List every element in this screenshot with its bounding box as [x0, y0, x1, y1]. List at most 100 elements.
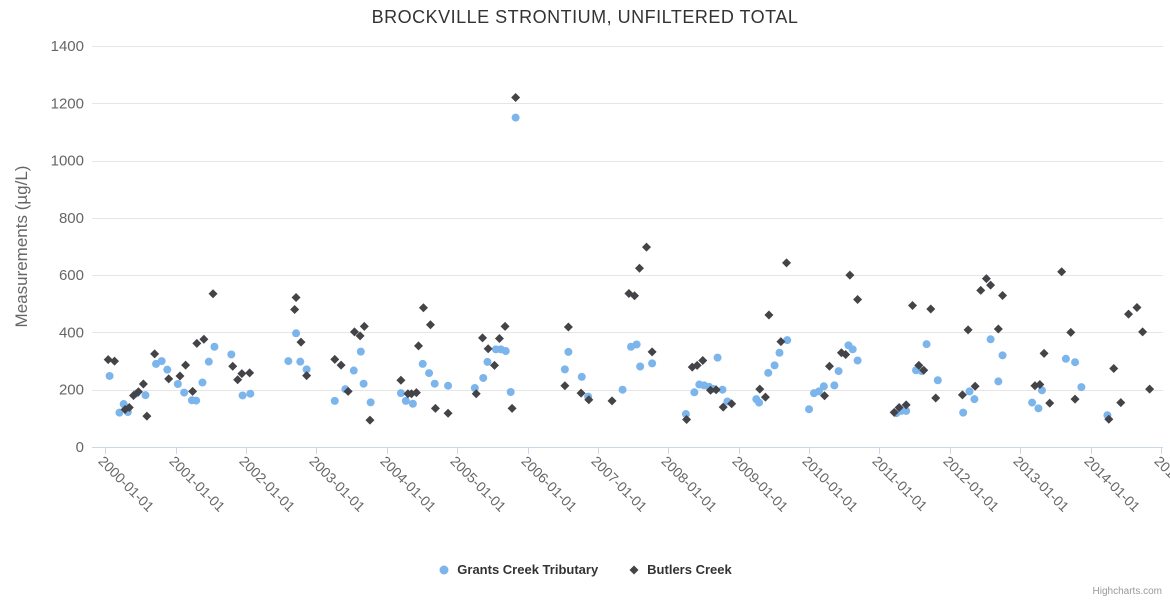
- scatter-point-butlers-creek[interactable]: [199, 334, 209, 344]
- scatter-point-butlers-creek[interactable]: [133, 387, 143, 397]
- scatter-point-grants-creek-tributary[interactable]: [1071, 358, 1080, 367]
- scatter-point-butlers-creek[interactable]: [976, 285, 986, 295]
- scatter-point-grants-creek-tributary[interactable]: [998, 351, 1007, 360]
- scatter-point-butlers-creek[interactable]: [511, 93, 521, 103]
- scatter-point-grants-creek-tributary[interactable]: [834, 367, 843, 376]
- scatter-point-butlers-creek[interactable]: [776, 337, 786, 347]
- scatter-point-butlers-creek[interactable]: [727, 399, 737, 409]
- scatter-point-grants-creek-tributary[interactable]: [511, 113, 520, 122]
- scatter-point-butlers-creek[interactable]: [919, 365, 929, 375]
- scatter-point-butlers-creek[interactable]: [181, 360, 191, 370]
- scatter-point-grants-creek-tributary[interactable]: [401, 396, 410, 405]
- scatter-point-grants-creek-tributary[interactable]: [770, 361, 779, 370]
- scatter-point-grants-creek-tributary[interactable]: [115, 408, 124, 417]
- scatter-point-butlers-creek[interactable]: [782, 258, 792, 268]
- scatter-point-grants-creek-tributary[interactable]: [618, 385, 627, 394]
- scatter-point-grants-creek-tributary[interactable]: [359, 379, 368, 388]
- scatter-point-butlers-creek[interactable]: [343, 386, 353, 396]
- scatter-point-grants-creek-tributary[interactable]: [775, 348, 784, 357]
- scatter-point-grants-creek-tributary[interactable]: [933, 376, 942, 385]
- scatter-point-grants-creek-tributary[interactable]: [105, 371, 114, 380]
- scatter-point-grants-creek-tributary[interactable]: [648, 359, 657, 368]
- scatter-point-grants-creek-tributary[interactable]: [296, 357, 305, 366]
- scatter-point-grants-creek-tributary[interactable]: [408, 399, 417, 408]
- scatter-point-grants-creek-tributary[interactable]: [814, 387, 823, 396]
- scatter-point-grants-creek-tributary[interactable]: [690, 388, 699, 397]
- scatter-point-butlers-creek[interactable]: [142, 411, 152, 421]
- scatter-point-grants-creek-tributary[interactable]: [713, 353, 722, 362]
- highcharts-credit-link[interactable]: Highcharts.com: [1092, 586, 1162, 597]
- scatter-point-butlers-creek[interactable]: [1039, 348, 1049, 358]
- scatter-point-butlers-creek[interactable]: [175, 371, 185, 381]
- scatter-point-grants-creek-tributary[interactable]: [163, 365, 172, 374]
- scatter-point-grants-creek-tributary[interactable]: [180, 388, 189, 397]
- scatter-point-grants-creek-tributary[interactable]: [718, 385, 727, 394]
- scatter-point-grants-creek-tributary[interactable]: [1028, 398, 1037, 407]
- scatter-point-butlers-creek[interactable]: [103, 355, 113, 365]
- legend-item-grants-creek-tributary[interactable]: Grants Creek Tributary: [438, 562, 598, 577]
- scatter-point-butlers-creek[interactable]: [986, 280, 996, 290]
- scatter-point-butlers-creek[interactable]: [607, 396, 617, 406]
- scatter-point-butlers-creek[interactable]: [845, 270, 855, 280]
- scatter-point-butlers-creek[interactable]: [290, 305, 300, 315]
- scatter-point-grants-creek-tributary[interactable]: [805, 405, 814, 414]
- scatter-point-butlers-creek[interactable]: [576, 388, 586, 398]
- scatter-point-butlers-creek[interactable]: [1109, 364, 1119, 374]
- scatter-point-grants-creek-tributary[interactable]: [366, 398, 375, 407]
- scatter-point-grants-creek-tributary[interactable]: [560, 365, 569, 374]
- scatter-point-grants-creek-tributary[interactable]: [483, 357, 492, 366]
- scatter-point-grants-creek-tributary[interactable]: [830, 381, 839, 390]
- scatter-point-butlers-creek[interactable]: [841, 349, 851, 359]
- scatter-point-butlers-creek[interactable]: [192, 338, 202, 348]
- scatter-point-butlers-creek[interactable]: [355, 331, 365, 341]
- scatter-point-grants-creek-tributary[interactable]: [192, 396, 201, 405]
- scatter-point-grants-creek-tributary[interactable]: [396, 389, 405, 398]
- scatter-point-butlers-creek[interactable]: [560, 381, 570, 391]
- scatter-point-butlers-creek[interactable]: [291, 292, 301, 302]
- scatter-point-butlers-creek[interactable]: [507, 403, 517, 413]
- scatter-point-grants-creek-tributary[interactable]: [902, 406, 911, 415]
- scatter-point-grants-creek-tributary[interactable]: [198, 378, 207, 387]
- scatter-point-butlers-creek[interactable]: [820, 391, 830, 401]
- scatter-point-butlers-creek[interactable]: [901, 400, 911, 410]
- scatter-point-butlers-creek[interactable]: [718, 402, 728, 412]
- scatter-point-butlers-creek[interactable]: [760, 392, 770, 402]
- scatter-point-butlers-creek[interactable]: [1057, 267, 1067, 277]
- scatter-point-butlers-creek[interactable]: [907, 301, 917, 311]
- scatter-point-butlers-creek[interactable]: [764, 310, 774, 320]
- scatter-point-butlers-creek[interactable]: [208, 289, 218, 299]
- scatter-point-butlers-creek[interactable]: [359, 321, 369, 331]
- scatter-point-butlers-creek[interactable]: [682, 415, 692, 425]
- scatter-point-butlers-creek[interactable]: [245, 368, 255, 378]
- scatter-point-butlers-creek[interactable]: [584, 395, 594, 405]
- scatter-point-grants-creek-tributary[interactable]: [425, 369, 434, 378]
- scatter-point-butlers-creek[interactable]: [228, 361, 238, 371]
- scatter-point-grants-creek-tributary[interactable]: [1034, 404, 1043, 413]
- scatter-point-butlers-creek[interactable]: [150, 349, 160, 359]
- scatter-point-butlers-creek[interactable]: [425, 320, 435, 330]
- scatter-point-grants-creek-tributary[interactable]: [210, 342, 219, 351]
- scatter-point-butlers-creek[interactable]: [692, 360, 702, 370]
- scatter-point-grants-creek-tributary[interactable]: [764, 368, 773, 377]
- scatter-point-butlers-creek[interactable]: [1132, 303, 1142, 313]
- scatter-point-grants-creek-tributary[interactable]: [238, 391, 247, 400]
- scatter-point-grants-creek-tributary[interactable]: [444, 381, 453, 390]
- scatter-point-butlers-creek[interactable]: [336, 360, 346, 370]
- scatter-point-grants-creek-tributary[interactable]: [922, 340, 931, 349]
- scatter-point-grants-creek-tributary[interactable]: [418, 359, 427, 368]
- scatter-point-butlers-creek[interactable]: [634, 263, 644, 273]
- scatter-point-grants-creek-tributary[interactable]: [681, 410, 690, 419]
- scatter-point-grants-creek-tributary[interactable]: [632, 340, 641, 349]
- scatter-point-butlers-creek[interactable]: [330, 354, 340, 364]
- scatter-point-butlers-creek[interactable]: [396, 375, 406, 385]
- scatter-point-butlers-creek[interactable]: [853, 294, 863, 304]
- scatter-point-butlers-creek[interactable]: [138, 379, 148, 389]
- scatter-point-grants-creek-tributary[interactable]: [577, 372, 586, 381]
- scatter-point-grants-creek-tributary[interactable]: [1061, 354, 1070, 363]
- scatter-point-grants-creek-tributary[interactable]: [959, 408, 968, 417]
- scatter-point-butlers-creek[interactable]: [414, 341, 424, 351]
- scatter-point-butlers-creek[interactable]: [981, 274, 991, 284]
- scatter-point-grants-creek-tributary[interactable]: [204, 357, 213, 366]
- scatter-point-grants-creek-tributary[interactable]: [292, 329, 301, 338]
- scatter-point-butlers-creek[interactable]: [1070, 394, 1080, 404]
